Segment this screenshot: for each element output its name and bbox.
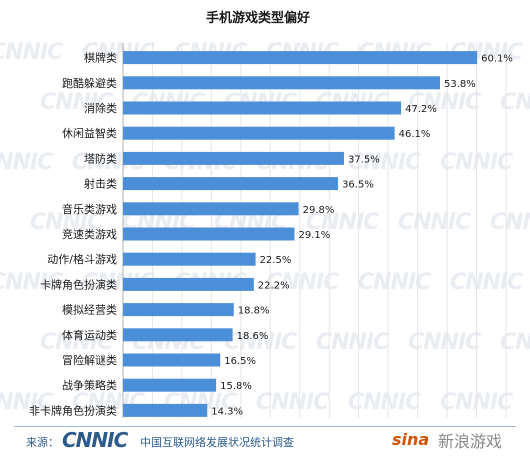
data-label: 29.1% [298, 230, 330, 241]
category-label: 射击类 [84, 177, 117, 191]
category-labels: 棋牌类跑酷躲避类消除类休闲益智类塔防类射击类音乐类游戏竞速类游戏动作/格斗游戏卡… [29, 51, 117, 418]
data-label: 47.2% [405, 104, 437, 115]
source-org-name: 中国互联网络发展状况统计调查 [140, 436, 294, 449]
category-label: 卡牌角色扮演类 [40, 277, 117, 291]
bar [123, 101, 402, 115]
category-label: 音乐类游戏 [62, 202, 117, 216]
bar [123, 378, 217, 392]
bar-chart: 手机游戏类型偏好 棋牌类跑酷躲避类消除类休闲益智类塔防类射击类音乐类游戏竞速类游… [29, 10, 513, 418]
data-label: 22.2% [258, 280, 290, 291]
bar [123, 353, 221, 367]
bar [123, 277, 254, 291]
source-label: 来源： [26, 436, 59, 449]
bar [123, 227, 295, 241]
bar [123, 151, 344, 165]
value-labels: 60.1% 53.8% 47.2% 46.1% 37.5% 36.5% 29.8% 29.1%… [211, 54, 513, 418]
bar [123, 202, 299, 216]
category-label: 非卡牌角色扮演类 [29, 403, 117, 417]
data-label: 29.8% [303, 205, 335, 216]
chart-title: 手机游戏类型偏好 [206, 10, 310, 26]
category-label: 动作/格斗游戏 [47, 252, 117, 266]
bar [123, 303, 234, 317]
bar [123, 126, 395, 140]
category-label: 跑酷躲避类 [62, 76, 117, 90]
bars-group [123, 51, 478, 417]
bar [123, 51, 478, 65]
data-label: 53.8% [444, 79, 476, 90]
category-label: 战争策略类 [62, 378, 117, 392]
data-label: 18.8% [238, 306, 270, 317]
category-label: 休闲益智类 [62, 126, 117, 140]
bar [123, 328, 233, 342]
data-label: 18.6% [237, 331, 269, 342]
data-label: 60.1% [481, 54, 513, 65]
data-label: 37.5% [348, 154, 380, 165]
data-label: 15.8% [220, 381, 252, 392]
footer-divider [14, 426, 516, 427]
bar [123, 76, 441, 90]
category-label: 塔防类 [84, 151, 117, 165]
sina-game-logo: 新浪游戏 [438, 432, 503, 451]
data-label: 46.1% [399, 129, 431, 140]
bar [123, 252, 256, 266]
bar [123, 177, 339, 191]
category-label: 冒险解谜类 [62, 353, 117, 367]
data-label: 16.5% [224, 356, 256, 367]
sina-logo: sina [392, 430, 430, 449]
bar [123, 403, 208, 417]
cnnic-logo: CNNIC [62, 428, 128, 452]
category-label: 棋牌类 [84, 51, 117, 65]
data-label: 22.5% [260, 255, 292, 266]
category-label: 体育运动类 [62, 328, 117, 342]
category-label: 消除类 [84, 101, 117, 115]
category-label: 竞速类游戏 [62, 227, 117, 241]
data-label: 36.5% [342, 180, 374, 191]
data-label: 14.3% [211, 406, 243, 417]
category-label: 模拟经营类 [62, 303, 117, 317]
